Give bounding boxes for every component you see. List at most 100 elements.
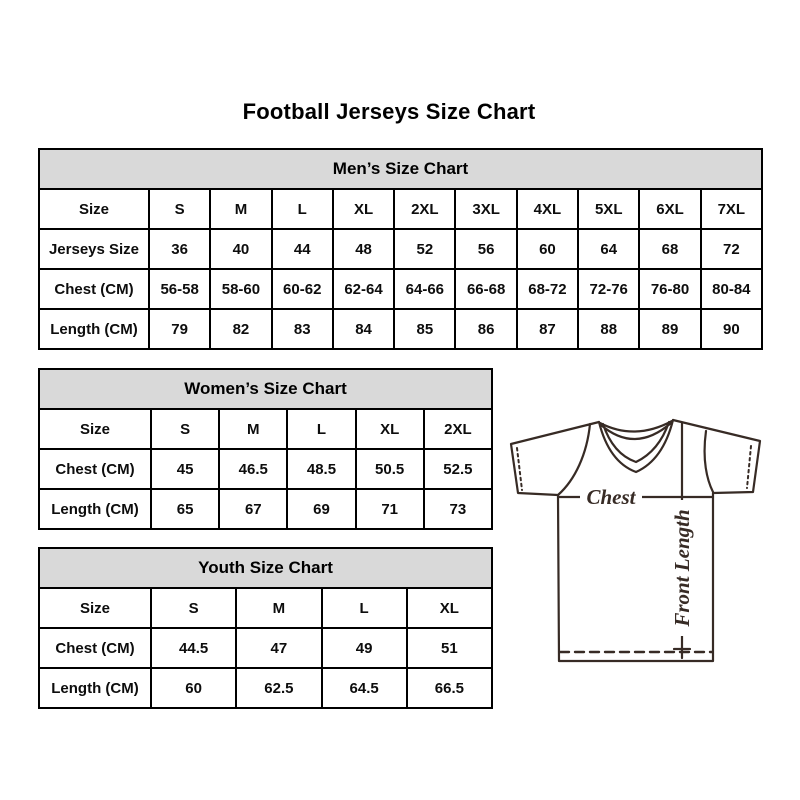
- youth-size-table: Youth Size Chart Size S M L XL Chest (CM…: [38, 547, 494, 709]
- column-header: XL: [331, 188, 396, 230]
- cell: 84: [331, 308, 396, 350]
- row-header: Chest (CM): [38, 627, 152, 669]
- cell: 85: [393, 308, 457, 350]
- column-header: XL: [354, 408, 425, 450]
- chest-label-mask: [580, 486, 642, 507]
- column-header: 6XL: [638, 188, 702, 230]
- row-header: Size: [38, 587, 152, 629]
- cell: 71: [354, 488, 425, 530]
- table-row: Size S M L XL: [38, 587, 494, 629]
- cell: 73: [422, 488, 494, 530]
- page-title: Football Jerseys Size Chart: [242, 99, 536, 124]
- column-header: 4XL: [515, 188, 580, 230]
- row-header: Length (CM): [38, 308, 150, 350]
- cell: 68: [638, 228, 702, 270]
- cell: 79: [147, 308, 212, 350]
- chest-label: Chest: [586, 485, 636, 509]
- cell: 49: [320, 627, 408, 669]
- cell: 36: [147, 228, 212, 270]
- row-header: Length (CM): [38, 667, 152, 709]
- cell: 48: [331, 228, 396, 270]
- cell: 72-76: [577, 268, 641, 310]
- cell: 67: [218, 488, 289, 530]
- table-row: Length (CM) 79 82 83 84 85 86 87 88 89 9…: [38, 308, 764, 350]
- cell: 60: [149, 667, 238, 709]
- cell: 62.5: [235, 667, 323, 709]
- cell: 45: [149, 448, 221, 490]
- cell: 64-66: [393, 268, 457, 310]
- womens-size-table: Women’s Size Chart Size S M L XL 2XL Che…: [38, 368, 494, 530]
- column-header: XL: [405, 587, 494, 629]
- cell: 88: [577, 308, 641, 350]
- cell: 83: [270, 308, 334, 350]
- cell: 46.5: [218, 448, 289, 490]
- column-header: 7XL: [699, 188, 764, 230]
- row-header: Size: [38, 408, 152, 450]
- table-row: Chest (CM) 56-58 58-60 60-62 62-64 64-66…: [38, 268, 764, 310]
- table-row: Size S M L XL 2XL: [38, 408, 494, 450]
- table-title-row: Men’s Size Chart: [38, 148, 763, 190]
- mens-size-table: Men’s Size Chart Size S M L XL 2XL 3XL 4…: [38, 148, 764, 350]
- cell: 56-58: [147, 268, 212, 310]
- cell: 90: [699, 308, 764, 350]
- row-header: Size: [38, 188, 150, 230]
- cell: 87: [515, 308, 580, 350]
- cell: 40: [209, 228, 273, 270]
- cell: 58-60: [209, 268, 273, 310]
- cell: 52.5: [422, 448, 494, 490]
- column-header: 3XL: [454, 188, 518, 230]
- column-header: 2XL: [393, 188, 457, 230]
- cell: 51: [405, 627, 494, 669]
- cell: 44: [270, 228, 334, 270]
- cell: 68-72: [515, 268, 580, 310]
- cell: 47: [235, 627, 323, 669]
- jersey-outline: [509, 418, 762, 663]
- cell: 64.5: [320, 667, 408, 709]
- cell: 66.5: [405, 667, 494, 709]
- cell: 66-68: [454, 268, 518, 310]
- table-row: Length (CM) 65 67 69 71 73: [38, 488, 494, 530]
- table-title-row: Women’s Size Chart: [38, 368, 493, 410]
- womens-table-title: Women’s Size Chart: [38, 368, 493, 410]
- cell: 50.5: [354, 448, 425, 490]
- table-row: Chest (CM) 45 46.5 48.5 50.5 52.5: [38, 448, 494, 490]
- front-length-label: Front Length: [670, 509, 694, 627]
- row-header: Chest (CM): [38, 268, 150, 310]
- row-header: Chest (CM): [38, 448, 152, 490]
- cell: 86: [454, 308, 518, 350]
- column-header: M: [209, 188, 273, 230]
- column-header: L: [270, 188, 334, 230]
- column-header: 2XL: [422, 408, 494, 450]
- table-title-row: Youth Size Chart: [38, 547, 493, 589]
- cell: 72: [699, 228, 764, 270]
- cuff-stitch-lines: [516, 445, 752, 491]
- cell: 65: [149, 488, 221, 530]
- cell: 56: [454, 228, 518, 270]
- table-row: Length (CM) 60 62.5 64.5 66.5: [38, 667, 494, 709]
- column-header: S: [149, 587, 238, 629]
- table-row: Jerseys Size 36 40 44 48 52 56 60 64 68 …: [38, 228, 764, 270]
- row-header: Length (CM): [38, 488, 152, 530]
- column-header: 5XL: [577, 188, 641, 230]
- front-length-label-mask: [671, 500, 693, 636]
- cell: 60-62: [270, 268, 334, 310]
- table-row: Size S M L XL 2XL 3XL 4XL 5XL 6XL 7XL: [38, 188, 764, 230]
- cell: 64: [577, 228, 641, 270]
- cell: 80-84: [699, 268, 764, 310]
- column-header: M: [218, 408, 289, 450]
- cell: 82: [209, 308, 273, 350]
- jersey-collar: [597, 418, 675, 474]
- column-header: M: [235, 587, 323, 629]
- cell: 69: [286, 488, 357, 530]
- cell: 89: [638, 308, 702, 350]
- column-header: L: [286, 408, 357, 450]
- cell: 48.5: [286, 448, 357, 490]
- cell: 44.5: [149, 627, 238, 669]
- mens-table-title: Men’s Size Chart: [38, 148, 763, 190]
- jersey-measurement-diagram: Chest Front Length: [503, 402, 777, 677]
- youth-table-title: Youth Size Chart: [38, 547, 493, 589]
- column-header: L: [320, 587, 408, 629]
- table-row: Chest (CM) 44.5 47 49 51: [38, 627, 494, 669]
- row-header: Jerseys Size: [38, 228, 150, 270]
